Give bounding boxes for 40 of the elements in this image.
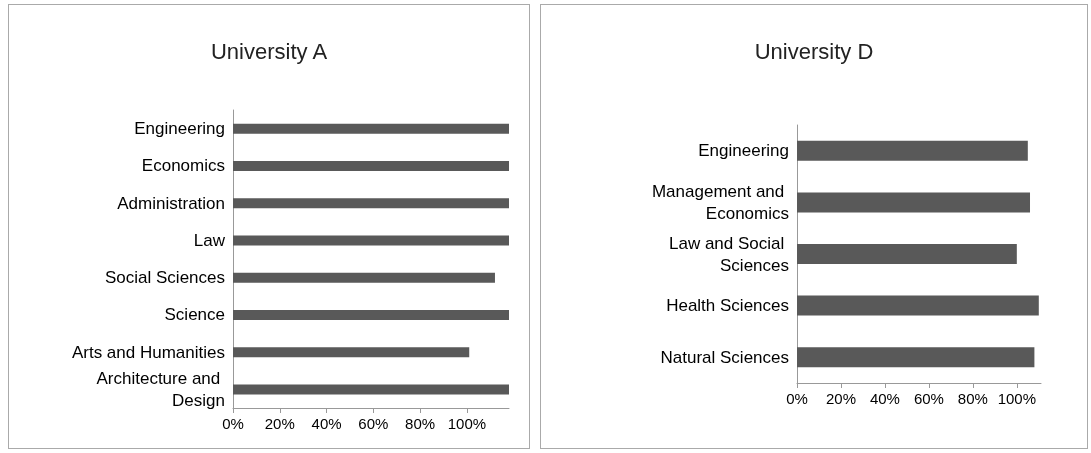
y-tick-label: Architecture and Design xyxy=(96,368,225,410)
y-tick-label: Natural Sciences xyxy=(660,347,789,367)
bar xyxy=(233,272,495,283)
y-tick-label: Economics xyxy=(141,156,225,176)
bar xyxy=(233,384,509,395)
y-tick-label: Arts and Humanities xyxy=(71,342,225,362)
y-tick-label: Science xyxy=(164,305,225,325)
y-tick-label: Social Sciences xyxy=(104,268,225,288)
y-tick-label: Law and Social Sciences xyxy=(668,233,789,275)
bar xyxy=(797,295,1039,316)
bar xyxy=(233,347,470,358)
bar xyxy=(233,235,509,246)
x-tick-label: 40% xyxy=(311,415,342,432)
x-tick-label: 100% xyxy=(997,390,1037,407)
chart-title: University D xyxy=(754,38,874,64)
x-tick-label: 0% xyxy=(786,390,808,407)
bar xyxy=(797,347,1035,368)
x-tick-label: 20% xyxy=(264,415,295,432)
bar xyxy=(233,123,509,134)
x-tick-label: 80% xyxy=(957,390,988,407)
y-tick-label: Administration xyxy=(117,193,225,213)
y-tick-label: Law xyxy=(193,230,226,250)
x-tick-label: 60% xyxy=(913,390,944,407)
x-tick-label: 20% xyxy=(825,390,856,407)
y-tick-label: Management and Economics xyxy=(651,181,789,223)
x-tick-label: 60% xyxy=(358,415,389,432)
bar xyxy=(797,140,1028,161)
x-tick-label: 0% xyxy=(222,415,244,432)
x-tick-label: 100% xyxy=(447,415,487,432)
bar xyxy=(797,192,1031,213)
chart-title: University A xyxy=(210,38,328,64)
bar xyxy=(797,244,1017,264)
y-tick-label: Health Sciences xyxy=(666,296,789,316)
y-tick-label: Engineering xyxy=(698,141,789,161)
x-tick-label: 80% xyxy=(405,415,436,432)
bar xyxy=(233,198,509,209)
y-tick-label: Engineering xyxy=(134,119,225,139)
x-tick-label: 40% xyxy=(869,390,900,407)
bar xyxy=(233,160,509,171)
bar xyxy=(233,309,509,320)
